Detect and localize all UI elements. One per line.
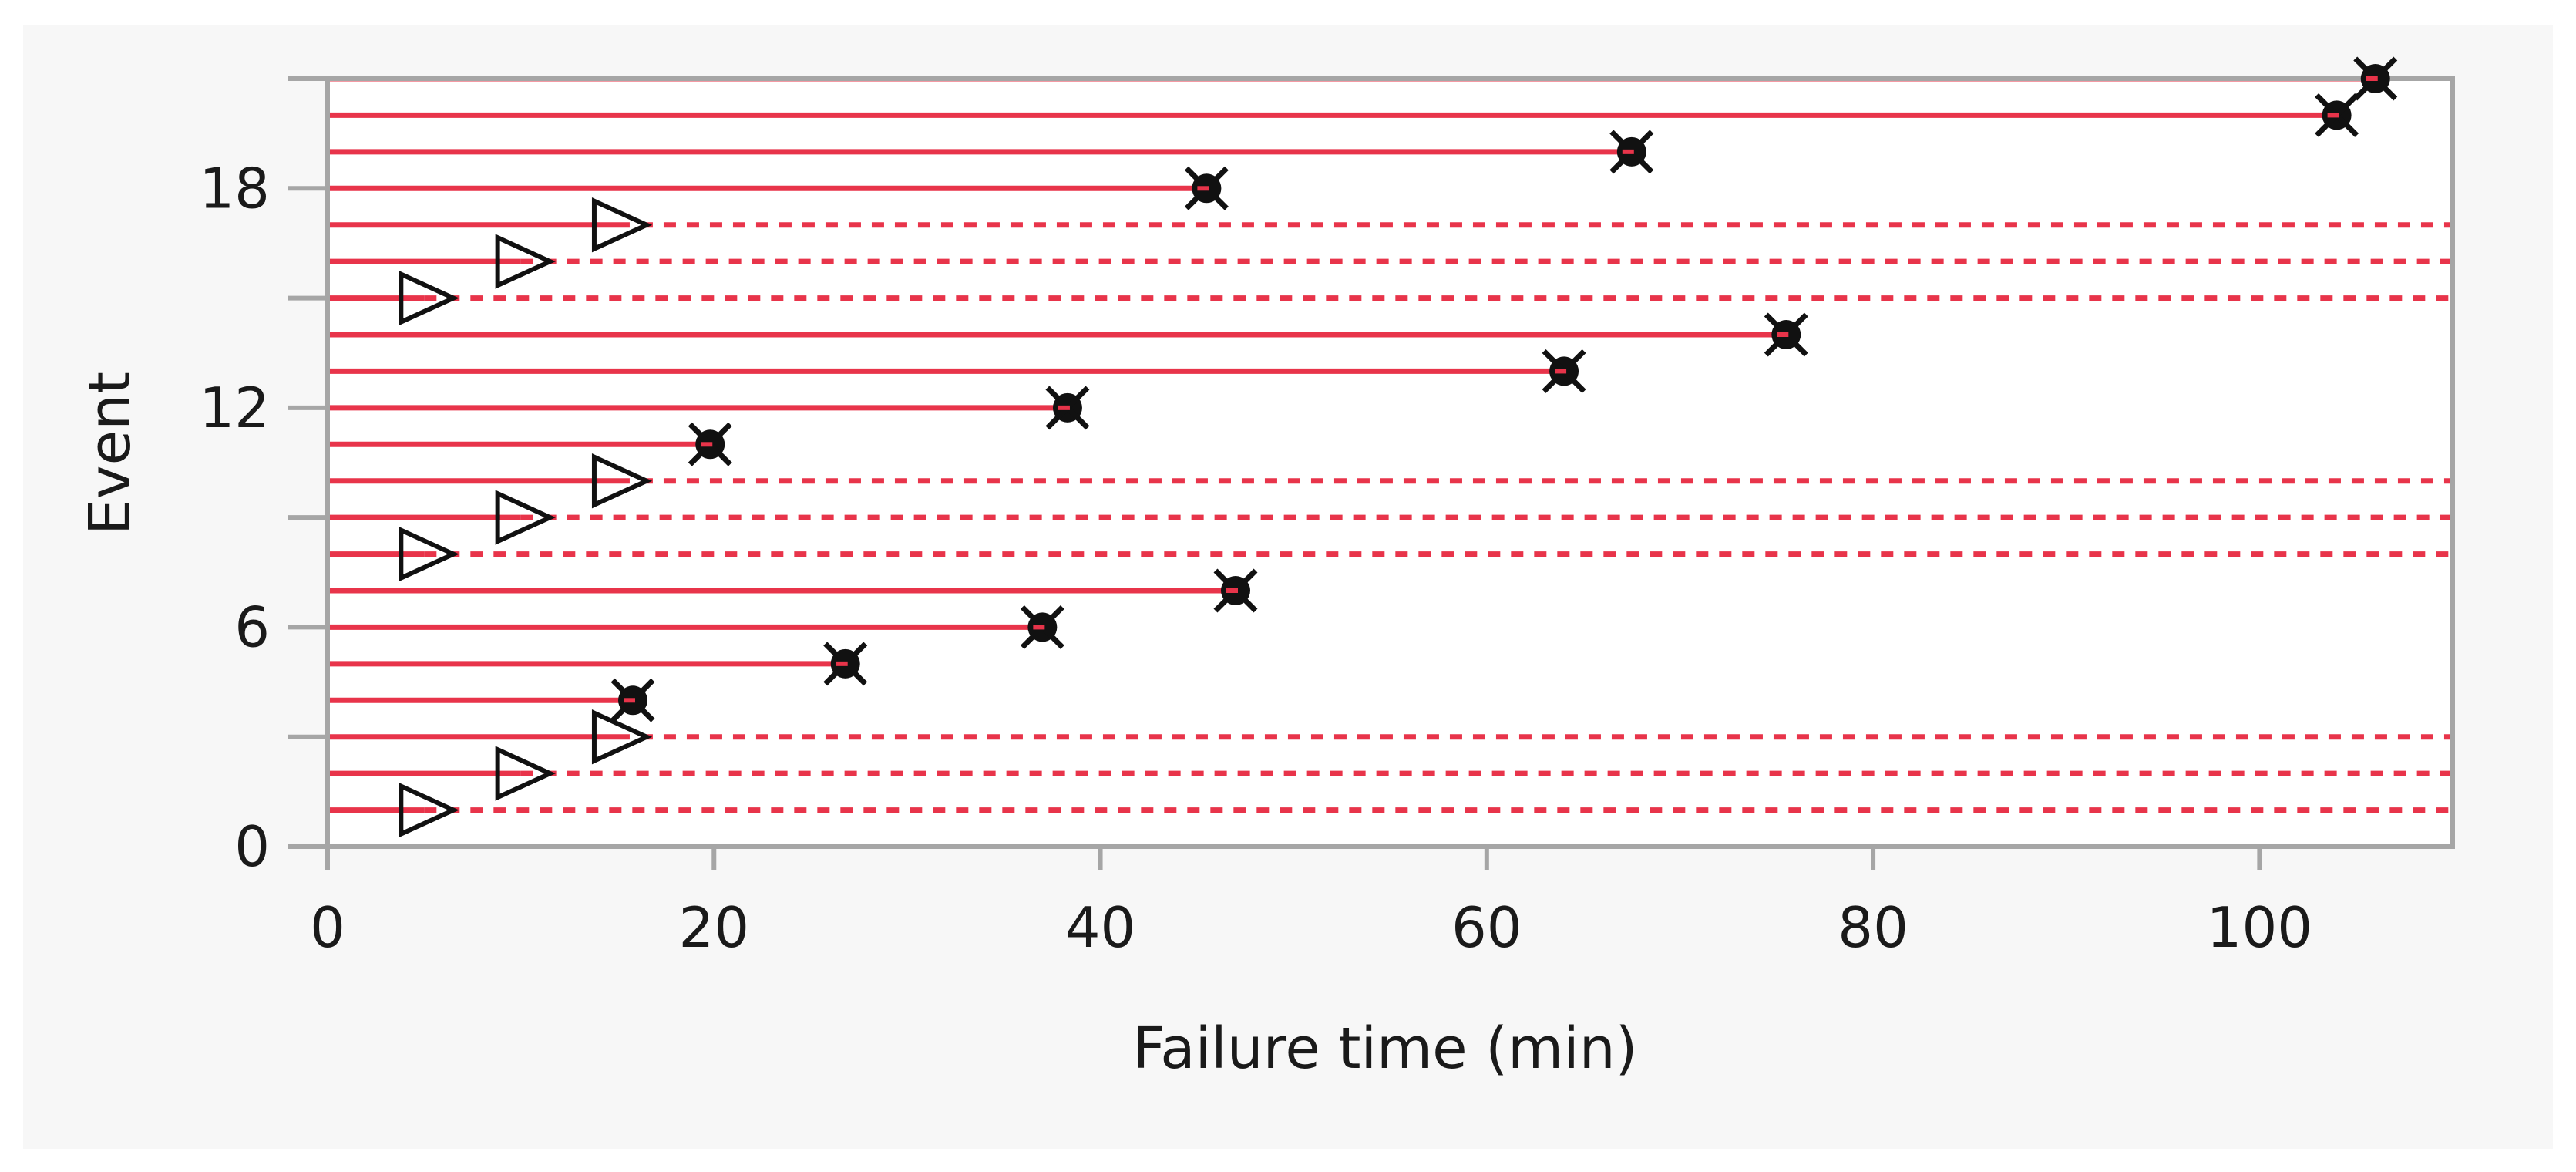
censored-marker: [399, 270, 459, 326]
censored-marker: [399, 782, 459, 838]
event-lines: [328, 76, 2453, 813]
failure-marker: [1045, 386, 1090, 430]
x-tick-label: 40: [1065, 895, 1136, 960]
x-axis: 0 20 40 60 80 100: [310, 847, 2312, 960]
x-tick-label: 60: [1451, 895, 1522, 960]
y-tick-label: 0: [234, 814, 270, 879]
failure-marker: [610, 678, 655, 722]
failure-marker: [2353, 56, 2398, 101]
censored-marker: [495, 234, 556, 289]
x-tick-label: 100: [2207, 895, 2312, 960]
x-axis-title: Failure time (min): [1133, 1015, 1638, 1082]
y-tick-label: 6: [234, 594, 270, 659]
failure-marker: [1609, 130, 1654, 174]
failure-marker: [2315, 93, 2359, 137]
x-tick-label: 20: [678, 895, 749, 960]
censored-marker: [591, 709, 653, 765]
y-axis: 0 6 12 18: [199, 76, 328, 879]
y-tick-label: 12: [199, 376, 270, 440]
failure-marker: [1020, 605, 1064, 649]
plot-frame: [325, 76, 2455, 849]
censored-marker: [591, 453, 653, 509]
x-tick-label: 80: [1838, 895, 1908, 960]
failure-marker: [1213, 568, 1258, 613]
failure-marker: [823, 642, 868, 686]
censored-marker: [591, 197, 653, 253]
plot-area: [328, 79, 2453, 847]
y-tick-label: 18: [199, 156, 270, 221]
censored-marker: [495, 490, 556, 545]
y-axis-title: Event: [77, 372, 143, 535]
censored-marker: [399, 526, 459, 582]
event-markers: [399, 56, 2398, 838]
failure-marker: [1764, 312, 1808, 357]
failure-marker: [1542, 349, 1586, 393]
failure-marker: [688, 422, 732, 466]
failure-marker: [1184, 166, 1229, 210]
x-tick-label: 0: [310, 895, 345, 960]
censored-marker: [495, 746, 556, 801]
